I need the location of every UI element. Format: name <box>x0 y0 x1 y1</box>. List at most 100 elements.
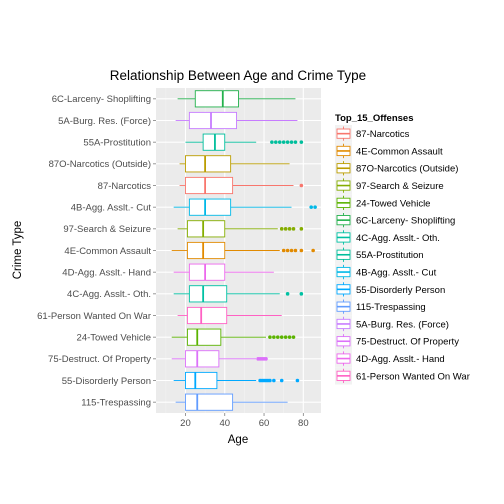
chart-title: Relationship Between Age and Crime Type <box>110 68 366 83</box>
outlier-point <box>279 335 284 339</box>
box-iqr <box>185 176 234 195</box>
legend-item: 6C-Larceny- Shoplifting <box>335 211 455 229</box>
legend-item: 87-Narcotics <box>335 125 410 143</box>
outlier-point <box>285 248 290 253</box>
legend-item: 55-Disorderly Person <box>335 280 445 298</box>
box-series <box>171 350 268 368</box>
outlier-point <box>299 248 304 253</box>
outlier-point <box>299 183 304 188</box>
legend-label: 87-Narcotics <box>356 129 410 140</box>
legend-item: 55A-Prostitution <box>335 246 424 264</box>
y-tick-label: 6C-Larceny- Shoplifting <box>52 94 151 105</box>
legend-label: 6C-Larceny- Shoplifting <box>356 216 455 227</box>
outlier-point <box>277 140 282 144</box>
outlier-point <box>285 292 290 296</box>
outlier-point <box>281 140 286 144</box>
outlier-point <box>309 205 313 209</box>
legend-label: 87O-Narcotics (Outside) <box>356 164 458 175</box>
y-tick-label: 61-Person Wanted On War <box>37 311 151 322</box>
legend-item: 115-Trespassing <box>335 298 426 316</box>
outlier-point <box>287 335 292 339</box>
legend-label: 4B-Agg. Asslt.- Cut <box>356 267 437 278</box>
y-tick-labels: 6C-Larceny- Shoplifting 5A-Burg. Res. (Fo… <box>37 94 156 408</box>
y-axis-title: Crime Type <box>12 221 24 280</box>
x-tick-label: 60 <box>259 418 270 429</box>
box-series <box>177 90 296 108</box>
legend: Top_15_Offenses 87-Narcotics 4E-Common As… <box>335 113 470 385</box>
y-tick-label: 4B-Agg. Asslt.- Cut <box>71 202 152 213</box>
y-tick-label: 4C-Agg. Asslt.- Oth. <box>67 289 151 300</box>
legend-title: Top_15_Offenses <box>335 113 414 124</box>
y-tick-label: 55-Disorderly Person <box>62 376 151 387</box>
legend-item: 97-Search & Seizure <box>335 176 444 195</box>
box-iqr <box>185 350 220 368</box>
box-series <box>175 393 288 411</box>
outlier-point <box>268 378 272 383</box>
legend-label: 61-Person Wanted On War <box>356 371 470 382</box>
outlier-point <box>279 378 284 383</box>
legend-item: 4E-Common Assault <box>335 142 443 160</box>
outlier-point <box>283 335 288 339</box>
y-tick-label: 4E-Common Assault <box>64 246 151 257</box>
outlier-point <box>293 140 298 144</box>
outlier-point <box>299 140 304 144</box>
box-iqr <box>194 90 239 108</box>
box-series <box>179 176 304 195</box>
box-series <box>171 328 296 346</box>
legend-label: 4E-Common Assault <box>356 146 443 157</box>
outlier-point <box>313 205 317 209</box>
box-series <box>173 263 274 281</box>
outlier-point <box>272 378 276 383</box>
outlier-point <box>295 378 300 383</box>
box-iqr <box>185 371 218 390</box>
x-tick-labels: 20 40 60 80 <box>180 413 309 429</box>
box-iqr <box>188 285 228 303</box>
box-layer <box>171 90 317 411</box>
box-series <box>173 371 300 390</box>
legend-item: 24-Towed Vehicle <box>335 194 430 212</box>
box-iqr <box>185 155 232 173</box>
legend-label: 55-Disorderly Person <box>356 285 445 296</box>
outlier-point <box>283 227 288 231</box>
y-tick-label: 75-Destruct. Of Property <box>48 354 151 365</box>
box-series <box>177 220 304 238</box>
box-iqr <box>188 111 237 130</box>
legend-label: 24-Towed Vehicle <box>356 198 430 209</box>
outlier-point <box>289 248 294 253</box>
legend-item: 75-Destruct. Of Property <box>335 332 459 350</box>
outlier-point <box>287 227 292 231</box>
box-series <box>171 241 315 260</box>
outlier-point <box>272 335 276 339</box>
legend-label: 4D-Agg. Asslt.- Hand <box>356 354 445 365</box>
legend-item: 61-Person Wanted On War <box>335 367 470 385</box>
y-tick-label: 24-Towed Vehicle <box>77 332 151 343</box>
legend-item: 4B-Agg. Asslt.- Cut <box>335 263 437 281</box>
box-series <box>173 285 304 303</box>
box-series <box>179 155 290 173</box>
outlier-point <box>264 357 268 361</box>
legend-label: 115-Trespassing <box>356 302 426 313</box>
legend-label: 4C-Agg. Asslt.- Oth. <box>356 233 440 244</box>
x-axis-title: Age <box>228 434 248 446</box>
outlier-point <box>285 140 290 144</box>
legend-label: 97-Search & Seizure <box>356 181 444 192</box>
x-tick-label: 40 <box>219 418 230 429</box>
legend-item: 4C-Agg. Asslt.- Oth. <box>335 228 440 247</box>
outlier-point <box>275 335 280 339</box>
box-iqr <box>202 133 226 151</box>
outlier-point <box>268 335 272 339</box>
box-iqr <box>188 263 226 281</box>
box-series <box>175 111 298 130</box>
box-iqr <box>188 198 232 216</box>
outlier-point <box>281 248 286 253</box>
legend-label: 55A-Prostitution <box>356 250 424 261</box>
legend-item: 4D-Agg. Asslt.- Hand <box>335 349 445 368</box>
legend-item: 5A-Burg. Res. (Force) <box>335 315 449 333</box>
legend-label: 75-Destruct. Of Property <box>356 337 459 348</box>
outlier-point <box>293 248 298 253</box>
outlier-point <box>299 227 304 231</box>
box-iqr <box>186 220 226 238</box>
outlier-point <box>289 140 294 144</box>
